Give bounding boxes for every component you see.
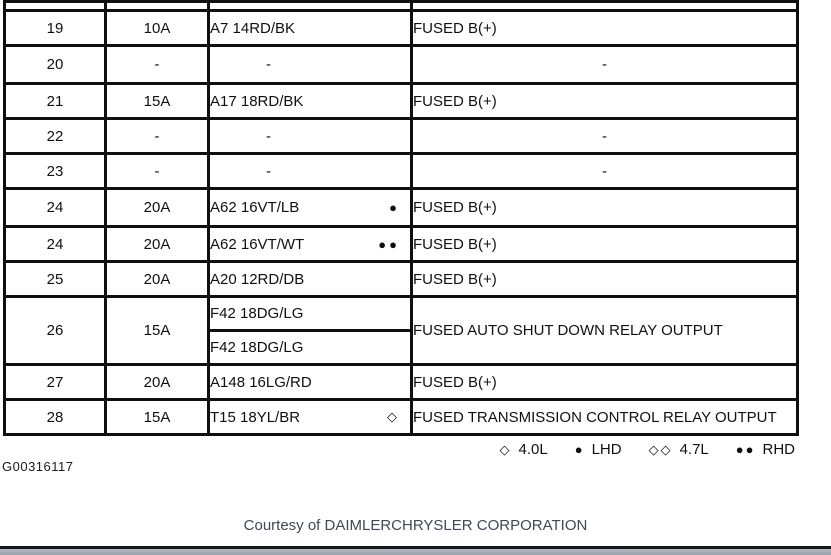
amperage-cell [104,0,210,12]
fuse-number-cell: 22 [3,117,107,155]
amperage-cell: 20A [104,260,210,298]
fuse-number-cell [3,0,107,12]
fuse-number-cell: 21 [3,82,107,120]
table-row-partial [3,0,799,12]
circuit-description-cell: FUSED B(+) [410,260,799,298]
table-row-split-top: 26 15A F42 18DG/LG FUSED AUTO SHUT DOWN … [3,295,799,366]
legend-item-rhd: ●● RHD [736,441,795,458]
amperage-cell: 20A [104,363,210,401]
table-row: 25 20A A20 12RD/DB FUSED B(+) [3,260,799,298]
wire-code-cell: - [207,117,413,155]
fuse-number-cell: 27 [3,363,107,401]
double-diamond-icon: ◇◇ [648,441,673,457]
circuit-description-cell: FUSED TRANSMISSION CONTROL RELAY OUTPUT [410,398,799,436]
table-row: 28 15A T15 18YL/BR ◇ FUSED TRANSMISSION … [3,398,799,436]
lhd-dot-icon: ● [389,200,400,215]
wire-code-cell: A17 18RD/BK [207,82,413,120]
legend-item-4-7l: ◇◇ 4.7L [649,441,709,458]
legend-label: 4.7L [679,441,709,458]
amperage-cell: 15A [104,295,210,366]
fuse-number-cell: 23 [3,152,107,190]
circuit-description-cell: FUSED B(+) [410,187,799,228]
legend-label: LHD [591,441,622,458]
figure-id: G00316117 [2,459,74,474]
table-row: 19 10A A7 14RD/BK FUSED B(+) [3,9,799,47]
fuse-number-cell: 19 [3,9,107,47]
circuit-description-cell: - [410,117,799,155]
amperage-cell: 20A [104,187,210,228]
circuit-description-cell: FUSED AUTO SHUT DOWN RELAY OUTPUT [410,295,799,366]
fuse-number-cell: 28 [3,398,107,436]
rhd-dots-icon: ●● [378,236,400,252]
circuit-description-cell: - [410,152,799,190]
engine-4-0l-diamond-icon: ◇ [387,409,400,424]
wire-code-text: T15 18YL/BR [210,408,301,426]
amperage-cell: 15A [104,82,210,120]
fuse-number-cell: 25 [3,260,107,298]
fuse-table: 19 10A A7 14RD/BK FUSED B(+) 20 - - - 21… [3,0,799,436]
wire-code-text: A62 16VT/WT [210,235,305,253]
wire-code-cell: - [207,152,413,190]
circuit-description-cell: FUSED B(+) [410,363,799,401]
amperage-cell: - [104,44,210,85]
wire-code-cell: F42 18DG/LG [207,295,413,332]
amperage-cell: - [104,152,210,190]
wire-code-cell: A7 14RD/BK [207,9,413,47]
wire-code-cell: - [207,44,413,85]
table-row: 21 15A A17 18RD/BK FUSED B(+) [3,82,799,120]
diamond-icon: ◇ [499,441,512,457]
wire-code-text: A62 16VT/LB [210,199,300,216]
table-row: 24 20A A62 16VT/WT ●● FUSED B(+) [3,225,799,263]
circuit-description-cell: - [410,44,799,85]
amperage-cell: 15A [104,398,210,436]
dot-icon: ● [574,442,585,457]
symbol-legend: ◇ 4.0L ● LHD ◇◇ 4.7L ●● RHD [500,441,796,458]
bottom-window-edge-bar [0,546,831,555]
double-dot-icon: ●● [735,442,756,457]
table-row: 24 20A A62 16VT/LB ● FUSED B(+) [3,187,799,228]
circuit-description-cell: FUSED B(+) [410,82,799,120]
wire-code-cell: F42 18DG/LG [207,329,413,366]
table-row-split-bottom: F42 18DG/LG [5,329,798,366]
legend-item-4-0l: ◇ 4.0L [500,441,548,458]
courtesy-credit: Courtesy of DAIMLERCHRYSLER CORPORATION [243,517,588,534]
wire-code-cell: T15 18YL/BR ◇ [207,398,413,436]
legend-label: 4.0L [518,441,548,458]
circuit-description-cell [410,0,799,12]
fuse-number-cell: 24 [3,187,107,228]
fuse-number-cell: 26 [3,295,107,366]
wire-code-cell: A62 16VT/LB ● [207,187,413,228]
legend-label: RHD [762,441,796,458]
table-row: 27 20A A148 16LG/RD FUSED B(+) [3,363,799,401]
circuit-description-cell: FUSED B(+) [410,225,799,263]
table-row: 20 - - - [3,44,799,85]
wire-code-cell: A148 16LG/RD [207,363,413,401]
table-row: 23 - - - [3,152,799,190]
wire-code-cell: A62 16VT/WT ●● [207,225,413,263]
amperage-cell: - [104,117,210,155]
wire-code-cell: A20 12RD/DB [207,260,413,298]
amperage-cell: 10A [104,9,210,47]
legend-item-lhd: ● LHD [575,441,622,458]
fuse-number-cell: 24 [3,225,107,263]
wire-code-cell [207,0,413,12]
table-row: 22 - - - [3,117,799,155]
fuse-number-cell: 20 [3,44,107,85]
amperage-cell: 20A [104,225,210,263]
circuit-description-cell: FUSED B(+) [410,9,799,47]
